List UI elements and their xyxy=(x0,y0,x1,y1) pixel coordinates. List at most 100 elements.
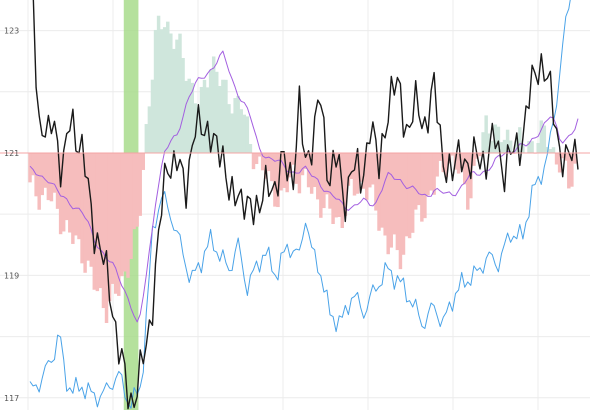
bar-below xyxy=(49,152,54,202)
bar-below xyxy=(459,152,464,169)
bar-below xyxy=(401,152,406,255)
bar-below xyxy=(472,152,476,166)
bar-above xyxy=(490,140,495,153)
bar-below xyxy=(450,152,455,156)
bar-below xyxy=(306,152,311,188)
bar-above xyxy=(499,142,504,153)
bar-below xyxy=(98,152,103,289)
bar-above xyxy=(233,98,237,153)
bar-below xyxy=(564,152,568,161)
bar-below xyxy=(319,152,323,218)
bar-above xyxy=(542,125,547,153)
bar-below xyxy=(466,152,470,210)
bar-below xyxy=(322,152,326,209)
bar-above xyxy=(162,27,167,153)
series-line-slow xyxy=(29,0,571,409)
bar-below xyxy=(349,152,354,179)
bar-below xyxy=(337,152,341,217)
bar-below xyxy=(117,152,121,296)
bar-below xyxy=(86,152,90,261)
bar-below xyxy=(110,152,115,284)
bar-below xyxy=(77,152,81,240)
bar-above xyxy=(527,141,531,153)
bar-below xyxy=(52,152,57,193)
bar-above xyxy=(150,79,155,153)
bar-below xyxy=(260,152,265,171)
bar-below xyxy=(285,152,289,193)
bar-below xyxy=(282,152,286,188)
bar-below xyxy=(303,152,308,170)
bar-below xyxy=(254,152,259,165)
bar-below xyxy=(377,152,381,231)
bar-below xyxy=(316,152,320,200)
bar-above xyxy=(239,109,243,153)
bar-above xyxy=(484,115,488,153)
y-tick-label: 121 xyxy=(4,149,19,158)
bar-below xyxy=(407,152,412,239)
bar-below xyxy=(113,152,118,294)
y-axis-ticks: 123 121 119 117 xyxy=(4,27,19,403)
bar-below xyxy=(371,152,375,185)
bar-below xyxy=(560,152,565,159)
bar-below xyxy=(28,152,32,183)
bar-below xyxy=(398,152,403,270)
bar-below xyxy=(429,152,433,191)
bar-below xyxy=(334,152,338,218)
bar-below xyxy=(71,152,75,244)
bar-below xyxy=(368,152,372,188)
bar-below xyxy=(267,152,271,172)
bar-below xyxy=(120,152,124,277)
bar-below xyxy=(58,152,63,235)
bar-below xyxy=(251,152,256,170)
bar-below xyxy=(55,152,60,209)
bar-below xyxy=(68,152,72,233)
bar-below xyxy=(291,152,296,165)
bar-below xyxy=(478,152,482,157)
bar-below xyxy=(462,152,467,185)
bar-above xyxy=(518,127,522,153)
bar-below xyxy=(65,152,69,221)
y-tick-label: 123 xyxy=(4,27,19,36)
bar-above xyxy=(530,141,534,153)
bar-below xyxy=(43,152,48,188)
bar-above xyxy=(181,58,185,153)
bar-above xyxy=(502,139,507,153)
bar-above xyxy=(208,69,213,153)
bar-below xyxy=(420,152,424,222)
bar-above xyxy=(545,146,550,153)
y-tick-label: 117 xyxy=(4,394,19,403)
bar-above xyxy=(159,29,164,153)
bar-above xyxy=(166,21,170,153)
bar-below xyxy=(141,152,146,170)
bar-above xyxy=(242,114,247,153)
bar-below xyxy=(410,152,415,233)
bar-below xyxy=(435,152,439,177)
bar-above xyxy=(248,144,253,153)
bar-above xyxy=(172,48,176,153)
bar-below xyxy=(294,152,299,184)
histogram-bars xyxy=(28,15,580,323)
bar-below xyxy=(392,152,397,235)
bar-above xyxy=(236,95,240,153)
bar-above xyxy=(199,86,204,153)
bar-above xyxy=(539,120,543,153)
bar-below xyxy=(417,152,421,206)
bar-below xyxy=(300,152,305,176)
bar-below xyxy=(92,152,97,290)
bar-above xyxy=(481,132,485,153)
bar-above xyxy=(144,124,149,153)
bar-below xyxy=(404,152,409,237)
bar-above xyxy=(245,116,250,153)
bar-above xyxy=(230,113,234,153)
series-line-price xyxy=(32,0,579,410)
bar-below xyxy=(331,152,335,224)
bar-above xyxy=(147,106,152,153)
bar-above xyxy=(227,104,231,153)
bar-below xyxy=(95,152,100,292)
bar-above xyxy=(548,149,553,153)
bar-below xyxy=(312,152,317,188)
bar-below xyxy=(40,152,44,196)
y-tick-label: 119 xyxy=(4,271,19,280)
